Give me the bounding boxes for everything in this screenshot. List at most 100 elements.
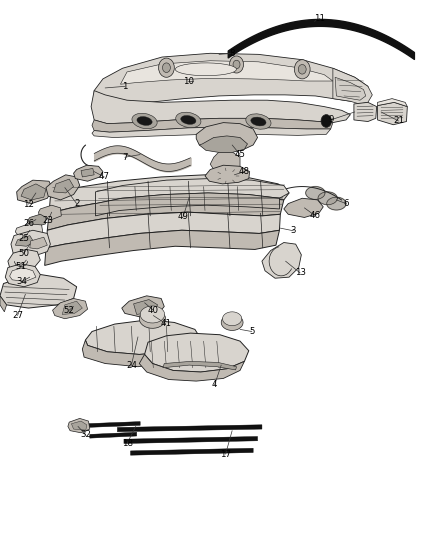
Polygon shape bbox=[122, 296, 164, 317]
Polygon shape bbox=[59, 298, 77, 312]
Text: 3: 3 bbox=[291, 227, 296, 235]
Circle shape bbox=[321, 115, 332, 127]
Polygon shape bbox=[354, 102, 377, 122]
Polygon shape bbox=[10, 268, 36, 281]
Polygon shape bbox=[46, 175, 80, 200]
Polygon shape bbox=[262, 243, 301, 278]
Polygon shape bbox=[92, 127, 331, 138]
Text: 6: 6 bbox=[343, 199, 349, 208]
Text: 12: 12 bbox=[23, 200, 34, 208]
Polygon shape bbox=[333, 68, 372, 104]
Polygon shape bbox=[0, 296, 7, 312]
Polygon shape bbox=[85, 320, 201, 354]
Text: 27: 27 bbox=[12, 311, 23, 320]
Polygon shape bbox=[139, 354, 244, 381]
Text: 9: 9 bbox=[328, 116, 333, 124]
Ellipse shape bbox=[132, 114, 157, 128]
Circle shape bbox=[233, 60, 240, 69]
Polygon shape bbox=[8, 249, 40, 271]
Circle shape bbox=[159, 58, 174, 77]
Text: 1: 1 bbox=[122, 82, 127, 91]
Text: 2: 2 bbox=[74, 199, 79, 208]
Circle shape bbox=[230, 56, 244, 73]
Polygon shape bbox=[45, 230, 279, 265]
Polygon shape bbox=[62, 301, 82, 314]
Polygon shape bbox=[221, 314, 243, 330]
Polygon shape bbox=[53, 179, 74, 193]
Circle shape bbox=[294, 60, 310, 79]
Polygon shape bbox=[139, 309, 166, 328]
Text: 24: 24 bbox=[126, 361, 137, 369]
Polygon shape bbox=[15, 236, 34, 246]
Polygon shape bbox=[71, 421, 87, 430]
Text: 4: 4 bbox=[212, 381, 217, 389]
Polygon shape bbox=[47, 195, 284, 230]
Polygon shape bbox=[92, 99, 99, 113]
Polygon shape bbox=[199, 136, 247, 152]
Text: 45: 45 bbox=[234, 150, 246, 159]
Polygon shape bbox=[85, 422, 140, 427]
Text: 40: 40 bbox=[148, 306, 159, 314]
Ellipse shape bbox=[176, 112, 201, 127]
Text: 41: 41 bbox=[160, 319, 171, 328]
Polygon shape bbox=[94, 53, 368, 107]
Polygon shape bbox=[318, 192, 337, 205]
Polygon shape bbox=[306, 187, 325, 199]
Polygon shape bbox=[95, 193, 279, 216]
Polygon shape bbox=[117, 425, 262, 432]
Polygon shape bbox=[175, 63, 237, 76]
Text: 49: 49 bbox=[178, 213, 188, 221]
Circle shape bbox=[162, 63, 170, 72]
Text: 21: 21 bbox=[393, 117, 404, 125]
Text: 48: 48 bbox=[239, 167, 250, 176]
Circle shape bbox=[298, 64, 306, 74]
Polygon shape bbox=[21, 184, 46, 200]
Polygon shape bbox=[196, 123, 258, 152]
Polygon shape bbox=[140, 306, 165, 323]
Text: 18: 18 bbox=[121, 439, 133, 448]
Text: 51: 51 bbox=[15, 262, 27, 271]
Polygon shape bbox=[163, 361, 237, 370]
Ellipse shape bbox=[246, 114, 271, 129]
Text: 26: 26 bbox=[23, 220, 34, 228]
Polygon shape bbox=[335, 77, 366, 100]
Polygon shape bbox=[30, 237, 47, 249]
Text: 8: 8 bbox=[230, 49, 235, 58]
Polygon shape bbox=[11, 230, 50, 257]
Polygon shape bbox=[284, 198, 323, 217]
Polygon shape bbox=[82, 340, 195, 367]
Polygon shape bbox=[68, 418, 90, 433]
Text: 11: 11 bbox=[314, 14, 325, 23]
Ellipse shape bbox=[137, 117, 152, 125]
Text: 32: 32 bbox=[80, 430, 91, 439]
Polygon shape bbox=[124, 437, 258, 443]
Text: 5: 5 bbox=[249, 327, 254, 336]
Polygon shape bbox=[5, 264, 40, 287]
Polygon shape bbox=[205, 165, 250, 184]
Polygon shape bbox=[378, 99, 407, 107]
Polygon shape bbox=[134, 300, 158, 314]
Polygon shape bbox=[74, 165, 103, 181]
Text: 25: 25 bbox=[18, 234, 30, 243]
Text: 52: 52 bbox=[64, 306, 75, 314]
Text: 13: 13 bbox=[294, 269, 306, 277]
Text: 50: 50 bbox=[18, 249, 30, 257]
Polygon shape bbox=[120, 61, 333, 84]
Polygon shape bbox=[39, 205, 61, 220]
Polygon shape bbox=[17, 180, 53, 204]
Polygon shape bbox=[81, 168, 94, 177]
Text: 17: 17 bbox=[220, 450, 231, 458]
Polygon shape bbox=[145, 333, 249, 372]
Text: 7: 7 bbox=[122, 153, 127, 161]
Polygon shape bbox=[91, 91, 350, 124]
Polygon shape bbox=[53, 298, 88, 319]
Polygon shape bbox=[90, 432, 137, 438]
Polygon shape bbox=[95, 179, 289, 204]
Text: 46: 46 bbox=[310, 212, 321, 220]
Ellipse shape bbox=[181, 116, 196, 124]
Ellipse shape bbox=[251, 117, 266, 126]
Polygon shape bbox=[0, 274, 77, 308]
Polygon shape bbox=[131, 448, 253, 455]
Polygon shape bbox=[15, 224, 43, 237]
Polygon shape bbox=[92, 118, 333, 132]
